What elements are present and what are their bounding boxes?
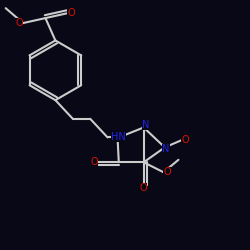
Text: O: O [181, 135, 189, 145]
Text: N: N [142, 120, 149, 130]
Text: N: N [162, 144, 170, 154]
Text: O: O [15, 18, 23, 28]
Text: O: O [140, 183, 147, 193]
Text: O: O [163, 167, 171, 177]
Text: O: O [68, 8, 75, 18]
Text: O: O [90, 157, 98, 167]
Text: HN: HN [112, 132, 126, 142]
